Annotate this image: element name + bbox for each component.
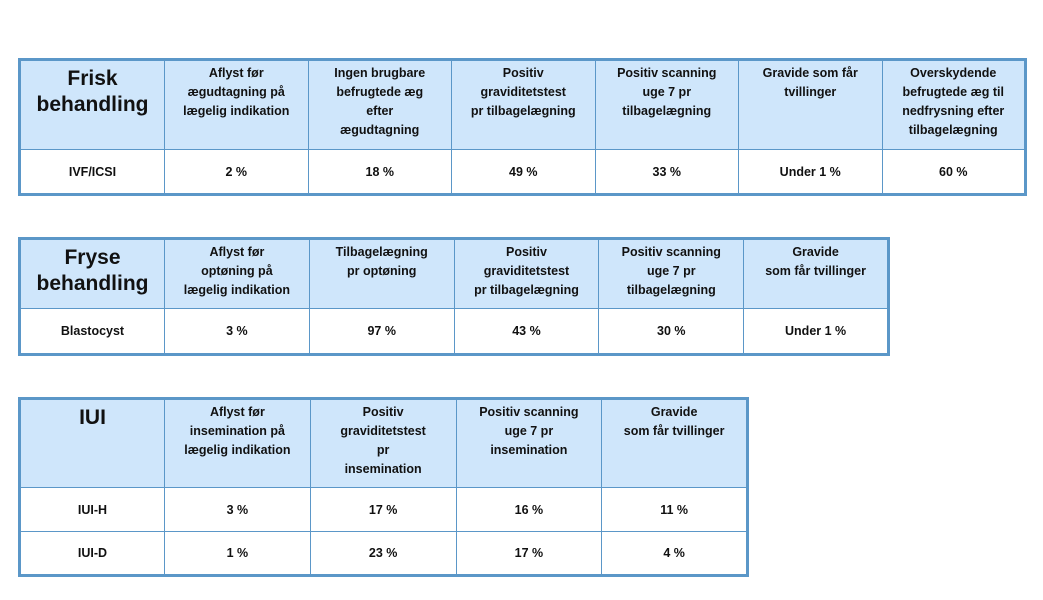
table-cell: 2 % xyxy=(164,149,309,195)
fresh-treatment-table: Frisk behandling Aflyst før ægudtagning … xyxy=(18,58,1027,196)
table-cell: 18 % xyxy=(307,149,452,195)
table-cell: Under 1 % xyxy=(743,308,889,355)
column-header: Overskydende befrugtede æg til nedfrysni… xyxy=(881,59,1026,150)
frozen-treatment-table: Fryse behandling Aflyst før optøning på … xyxy=(18,237,890,356)
table-cell: Under 1 % xyxy=(738,149,883,195)
table-cell: 11 % xyxy=(601,487,748,532)
table-cell: 3 % xyxy=(164,308,310,355)
column-header: Aflyst før optøning på lægelig indikatio… xyxy=(164,238,310,309)
column-header: Positiv graviditetstest pr tilbagelægnin… xyxy=(451,59,596,150)
column-header: Positiv scanning uge 7 pr insemination xyxy=(455,398,603,488)
table-row: IVF/ICSI 2 % 18 % 49 % 33 % Under 1 % 60… xyxy=(19,149,1026,195)
column-header: Ingen brugbare befrugtede æg efter ægudt… xyxy=(307,59,452,150)
column-header: Aflyst før insemination på lægelig indik… xyxy=(164,398,311,488)
table-cell: 60 % xyxy=(881,149,1026,195)
table-cell: 23 % xyxy=(309,531,457,576)
table-cell: 30 % xyxy=(598,308,745,355)
column-header: Aflyst før ægudtagning på lægelig indika… xyxy=(164,59,309,150)
column-header: Positiv graviditetstest pr tilbagelægnin… xyxy=(453,238,600,309)
column-header: Gravide som får tvillinger xyxy=(738,59,883,150)
table-cell: 17 % xyxy=(455,531,603,576)
table-cell: 17 % xyxy=(309,487,457,532)
table-header-row: Fryse behandling Aflyst før optøning på … xyxy=(19,238,889,309)
table-row: IUI-H 3 % 17 % 16 % 11 % xyxy=(19,487,748,532)
iui-table: IUI Aflyst før insemination på lægelig i… xyxy=(18,397,749,577)
table-title: Frisk behandling xyxy=(19,59,165,150)
column-header: Positiv scanning uge 7 pr tilbagelægning xyxy=(594,59,739,150)
table-header-row: IUI Aflyst før insemination på lægelig i… xyxy=(19,398,748,488)
table-title: IUI xyxy=(19,398,165,488)
table-cell: 49 % xyxy=(451,149,596,195)
column-header: Tilbagelægning pr optøning xyxy=(308,238,455,309)
row-label: Blastocyst xyxy=(19,308,165,355)
table-cell: 33 % xyxy=(594,149,739,195)
table-row: Blastocyst 3 % 97 % 43 % 30 % Under 1 % xyxy=(19,308,889,355)
row-label: IUI-H xyxy=(19,487,165,532)
column-header: Positiv graviditetstest pr insemination xyxy=(309,398,457,488)
column-header: Gravide som får tvillinger xyxy=(601,398,748,488)
column-header: Gravide som får tvillinger xyxy=(743,238,889,309)
table-cell: 1 % xyxy=(164,531,311,576)
table-cell: 4 % xyxy=(601,531,748,576)
table-header-row: Frisk behandling Aflyst før ægudtagning … xyxy=(19,59,1026,150)
row-label: IVF/ICSI xyxy=(19,149,165,195)
table-cell: 16 % xyxy=(455,487,603,532)
table-cell: 43 % xyxy=(453,308,600,355)
table-cell: 97 % xyxy=(308,308,455,355)
column-header: Positiv scanning uge 7 pr tilbagelægning xyxy=(598,238,745,309)
table-cell: 3 % xyxy=(164,487,311,532)
table-title: Fryse behandling xyxy=(19,238,165,309)
row-label: IUI-D xyxy=(19,531,165,576)
table-row: IUI-D 1 % 23 % 17 % 4 % xyxy=(19,531,748,576)
